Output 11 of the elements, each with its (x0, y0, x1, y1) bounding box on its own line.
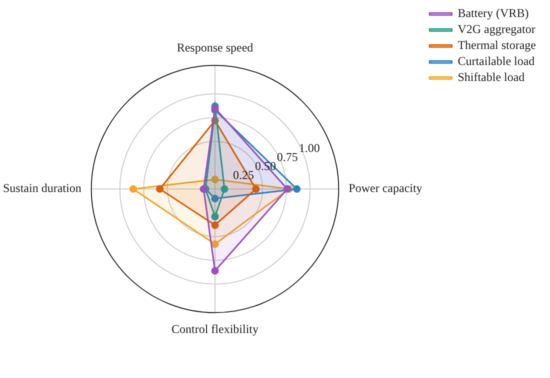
legend-label: Battery (VRB) (458, 6, 529, 20)
spoke-label: Control flexibility (172, 322, 258, 336)
y-tick-label: 0.75 (276, 150, 298, 164)
spoke-label: Power capacity (348, 181, 422, 196)
legend-label: Curtailable load (458, 54, 535, 68)
spoke-label: Response speed (176, 40, 254, 54)
legend-label: Shiftable load (458, 70, 525, 84)
y-tick-label: 1.00 (298, 140, 320, 155)
legend-label: V2G aggregator (458, 22, 536, 36)
legend-label: Thermal storage (458, 38, 536, 52)
spoke-label: Sustain duration (3, 181, 82, 196)
